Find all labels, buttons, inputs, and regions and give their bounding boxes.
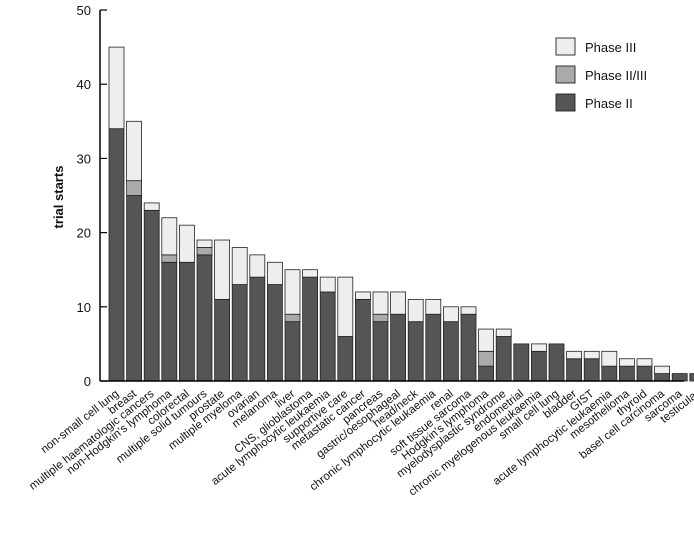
bar-segment bbox=[161, 217, 178, 256]
bar-segment bbox=[249, 276, 266, 382]
bar-segment bbox=[108, 128, 125, 382]
bar-segment bbox=[425, 313, 442, 382]
bar-segment bbox=[354, 291, 371, 300]
bar-segment bbox=[214, 298, 231, 382]
bar-segment bbox=[337, 276, 354, 337]
bar-segment bbox=[266, 284, 283, 382]
bar-segment bbox=[495, 336, 512, 382]
bar-segment bbox=[266, 261, 283, 285]
bar-segment bbox=[143, 209, 160, 382]
y-tick-label: 10 bbox=[77, 300, 91, 315]
legend-label: Phase II/III bbox=[585, 68, 647, 83]
bar-segment bbox=[425, 298, 442, 315]
bar-segment bbox=[302, 276, 319, 382]
bar-segment bbox=[231, 284, 248, 382]
bar-segment bbox=[178, 224, 195, 263]
bar-segment bbox=[337, 336, 354, 382]
bar-segment bbox=[390, 291, 407, 315]
bar-segment bbox=[478, 328, 495, 352]
bar-segment bbox=[654, 365, 670, 374]
y-tick-label: 0 bbox=[84, 374, 91, 389]
bar-segment bbox=[214, 239, 231, 300]
bar-segment bbox=[319, 291, 336, 382]
bar-segment bbox=[566, 358, 582, 382]
bar-segment bbox=[284, 321, 301, 382]
bar-segment bbox=[583, 358, 600, 382]
bar-segment bbox=[601, 365, 618, 382]
legend-label: Phase II bbox=[585, 96, 633, 111]
legend-swatch bbox=[555, 65, 576, 84]
bar-segment bbox=[302, 269, 319, 278]
bar-segment bbox=[161, 261, 178, 382]
bar-segment bbox=[284, 313, 301, 323]
bar-segment bbox=[636, 358, 653, 367]
bar-segment bbox=[390, 313, 407, 382]
bar-segment bbox=[689, 373, 694, 382]
bar-segment bbox=[249, 254, 266, 278]
bar-segment bbox=[478, 365, 495, 382]
bar-segment bbox=[460, 313, 477, 382]
y-tick-label: 30 bbox=[77, 151, 91, 166]
legend-swatch bbox=[555, 93, 576, 112]
bar-segment bbox=[531, 343, 547, 352]
bar-segment bbox=[126, 120, 142, 182]
bar-segment bbox=[126, 180, 142, 196]
bar-segment bbox=[372, 291, 389, 315]
bar-segment bbox=[284, 269, 301, 315]
y-tick-label: 20 bbox=[77, 226, 91, 241]
bar-segment bbox=[671, 373, 688, 382]
y-tick-label: 50 bbox=[77, 3, 91, 18]
y-tick-label: 40 bbox=[77, 77, 91, 92]
bar-segment bbox=[319, 276, 336, 293]
axes bbox=[99, 10, 684, 382]
bar-segment bbox=[566, 350, 582, 360]
bar-segment bbox=[178, 261, 195, 382]
y-axis-ticks: 0 10 20 30 40 50 bbox=[77, 3, 107, 389]
bar-segment bbox=[196, 254, 213, 382]
bar-segment bbox=[196, 247, 213, 256]
bar-segment bbox=[619, 365, 635, 382]
bar-segment bbox=[196, 239, 213, 248]
legend: Phase III Phase II/III Phase II bbox=[555, 37, 647, 112]
bar-segment bbox=[513, 343, 530, 382]
bar-segment bbox=[601, 350, 618, 367]
bar-segment bbox=[548, 343, 565, 382]
bar-segment bbox=[495, 328, 512, 337]
bar-segment bbox=[619, 358, 635, 367]
bar-segment bbox=[161, 254, 178, 263]
bar-segment bbox=[478, 350, 495, 367]
bar-segment bbox=[372, 321, 389, 382]
bar-segment bbox=[407, 298, 424, 323]
bar-segment bbox=[442, 321, 459, 382]
bar-segment bbox=[460, 306, 477, 315]
bar-segment bbox=[231, 247, 248, 285]
bar-segment bbox=[108, 46, 125, 130]
bar-segment bbox=[654, 373, 670, 382]
bar-segment bbox=[143, 202, 160, 211]
bar-segment bbox=[531, 350, 547, 382]
bar-segment bbox=[354, 298, 371, 382]
bar-segment bbox=[372, 313, 389, 323]
bar-segment bbox=[583, 350, 600, 360]
y-axis-title: trial starts bbox=[51, 166, 66, 229]
bar-segment bbox=[442, 306, 459, 323]
bar-segment bbox=[636, 365, 653, 382]
legend-label: Phase III bbox=[585, 40, 636, 55]
bar-segment bbox=[407, 321, 424, 382]
bar-segment bbox=[126, 195, 142, 382]
legend-swatch bbox=[555, 37, 576, 56]
